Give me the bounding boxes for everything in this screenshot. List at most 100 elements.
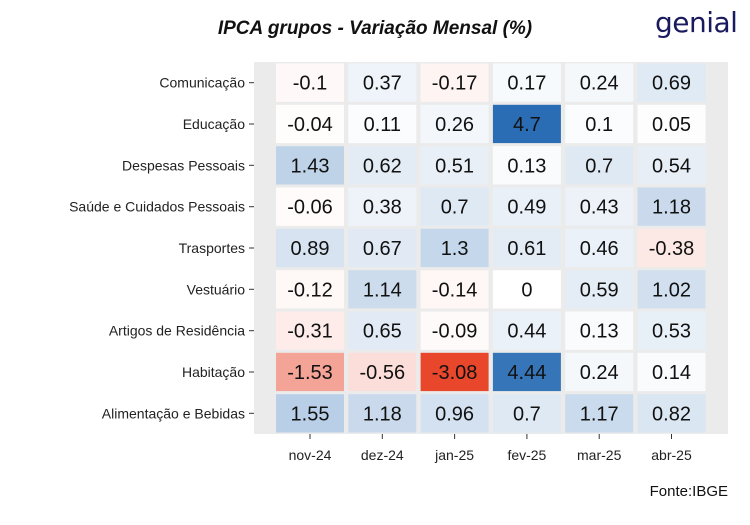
x-tick-label-jan-25: jan-25 [434, 447, 474, 463]
cell-value-saude-e-cuidados-pessoais-mar-25: 0.43 [580, 197, 619, 219]
cell-value-trasportes-jan-25: 1.3 [441, 238, 469, 260]
cell-value-trasportes-mar-25: 0.46 [580, 238, 619, 260]
heatmap-cell-educacao-jan-25 [420, 104, 489, 144]
x-tick-label-abr-25: abr-25 [651, 447, 692, 463]
heatmap-cell-trasportes-dez-24 [348, 228, 417, 268]
y-tick-label-educacao: Educação [183, 116, 245, 132]
heatmap-cell-comunicacao-jan-25 [420, 63, 489, 102]
heatmap-cell-comunicacao-fev-25 [492, 63, 561, 102]
heatmap-cell-despesas-pessoais-nov-24 [276, 146, 344, 185]
genial-logo: genial [655, 6, 738, 39]
heatmap-cell-labels: -0.1 0.37 -0.17 0.17 0.24 0.69 -0.04 0.11 0.26 4.… [287, 73, 694, 426]
heatmap-cell-habitacao-mar-25 [565, 352, 634, 392]
x-tick-label-mar-25: mar-25 [577, 447, 622, 463]
cell-value-despesas-pessoais-jan-25: 0.51 [435, 155, 474, 177]
heatmap-cell-vestuario-mar-25 [565, 270, 634, 309]
y-tick-label-vestuario: Vestuário [187, 281, 246, 297]
cell-value-saude-e-cuidados-pessoais-fev-25: 0.49 [507, 197, 546, 219]
heatmap-cell-educacao-nov-24 [276, 104, 344, 144]
cell-value-despesas-pessoais-fev-25: 0.13 [507, 155, 546, 177]
heatmap-cell-trasportes-nov-24 [276, 228, 344, 268]
y-tick-label-habitacao: Habitação [182, 364, 245, 380]
heatmap-cell-vestuario-fev-25 [492, 270, 561, 309]
heatmap-cell-educacao-fev-25 [492, 104, 561, 144]
chart-title: IPCA grupos - Variação Mensal (%) [217, 18, 533, 39]
cell-value-alimentacao-e-bebidas-dez-24: 1.18 [363, 403, 402, 425]
heatmap-cell-despesas-pessoais-fev-25 [492, 146, 561, 185]
heatmap-cell-habitacao-jan-25 [420, 352, 489, 392]
heatmap-cell-alimentacao-e-bebidas-dez-24 [348, 394, 417, 433]
heatmap-cell-saude-e-cuidados-pessoais-abr-25 [637, 187, 706, 226]
heatmap-cell-comunicacao-nov-24 [276, 63, 344, 102]
heatmap-cell-despesas-pessoais-mar-25 [565, 146, 634, 185]
cell-value-comunicacao-nov-24: -0.1 [293, 73, 327, 95]
cell-value-trasportes-dez-24: 0.67 [363, 238, 402, 260]
cell-value-comunicacao-jan-25: -0.17 [432, 73, 478, 95]
cell-value-alimentacao-e-bebidas-abr-25: 0.82 [652, 403, 691, 425]
heatmap-cell-artigos-de-residencia-abr-25 [637, 311, 706, 350]
heatmap-cell-artigos-de-residencia-fev-25 [492, 311, 561, 350]
heatmap-cell-habitacao-nov-24 [276, 352, 344, 392]
heatmap-cell-alimentacao-e-bebidas-fev-25 [492, 394, 561, 433]
cell-value-alimentacao-e-bebidas-jan-25: 0.96 [435, 403, 474, 425]
heatmap-cells [276, 63, 706, 433]
heatmap-cell-artigos-de-residencia-dez-24 [348, 311, 417, 350]
cell-value-comunicacao-fev-25: 0.17 [507, 73, 546, 95]
cell-value-artigos-de-residencia-abr-25: 0.53 [652, 321, 691, 343]
cell-value-despesas-pessoais-abr-25: 0.54 [652, 155, 691, 177]
cell-value-vestuario-dez-24: 1.14 [363, 279, 402, 301]
y-tick-label-comunicacao: Comunicação [159, 75, 245, 91]
heatmap-cell-habitacao-dez-24 [348, 352, 417, 392]
heatmap-cell-saude-e-cuidados-pessoais-jan-25 [420, 187, 489, 226]
cell-value-despesas-pessoais-mar-25: 0.7 [585, 155, 613, 177]
cell-value-trasportes-abr-25: -0.38 [649, 238, 695, 260]
heatmap-cell-alimentacao-e-bebidas-nov-24 [276, 394, 344, 433]
cell-value-educacao-nov-24: -0.04 [287, 114, 333, 136]
heatmap-cell-despesas-pessoais-dez-24 [348, 146, 417, 185]
cell-value-artigos-de-residencia-fev-25: 0.44 [507, 321, 546, 343]
heatmap-cell-educacao-abr-25 [637, 104, 706, 144]
cell-value-artigos-de-residencia-mar-25: 0.13 [580, 321, 619, 343]
source-note: Fonte:IBGE [649, 483, 728, 500]
heatmap-cell-despesas-pessoais-jan-25 [420, 146, 489, 185]
heatmap-cell-vestuario-nov-24 [276, 270, 344, 309]
cell-value-educacao-dez-24: 0.11 [364, 114, 401, 136]
cell-value-habitacao-mar-25: 0.24 [580, 362, 619, 384]
heatmap-cell-habitacao-fev-25 [492, 352, 561, 392]
cell-value-habitacao-abr-25: 0.14 [652, 362, 691, 384]
heatmap-cell-artigos-de-residencia-jan-25 [420, 311, 489, 350]
heatmap-cell-vestuario-abr-25 [637, 270, 706, 309]
x-tick-label-dez-24: dez-24 [361, 447, 404, 463]
y-tick-label-saude-e-cuidados-pessoais: Saúde e Cuidados Pessoais [69, 199, 245, 215]
heatmap-cell-despesas-pessoais-abr-25 [637, 146, 706, 185]
cell-value-comunicacao-abr-25: 0.69 [652, 73, 691, 95]
heatmap-cell-vestuario-dez-24 [348, 270, 417, 309]
cell-value-habitacao-nov-24: -1.53 [287, 362, 333, 384]
cell-value-habitacao-jan-25: -3.08 [432, 362, 478, 384]
cell-value-comunicacao-dez-24: 0.37 [363, 73, 402, 95]
heatmap-cell-educacao-dez-24 [348, 104, 417, 144]
y-tick-label-artigos-de-residencia: Artigos de Residência [109, 323, 245, 339]
heatmap-cell-saude-e-cuidados-pessoais-nov-24 [276, 187, 344, 226]
cell-value-vestuario-fev-25: 0 [521, 279, 532, 301]
heatmap-cell-alimentacao-e-bebidas-jan-25 [420, 394, 489, 433]
cell-value-habitacao-fev-25: 4.44 [507, 362, 546, 384]
cell-value-artigos-de-residencia-dez-24: 0.65 [363, 321, 402, 343]
cell-value-despesas-pessoais-dez-24: 0.62 [363, 155, 402, 177]
cell-value-vestuario-mar-25: 0.59 [580, 279, 619, 301]
heatmap-cell-habitacao-abr-25 [637, 352, 706, 392]
cell-value-vestuario-nov-24: -0.12 [287, 279, 333, 301]
heatmap-cell-alimentacao-e-bebidas-mar-25 [565, 394, 634, 433]
heatmap-cell-artigos-de-residencia-mar-25 [565, 311, 634, 350]
heatmap-cell-trasportes-jan-25 [420, 228, 489, 268]
y-tick-label-despesas-pessoais: Despesas Pessoais [122, 157, 245, 173]
x-axis: nov-24 dez-24 jan-25 fev-25 mar-25 abr-25 [289, 434, 692, 463]
y-tick-label-trasportes: Trasportes [179, 240, 245, 256]
cell-value-educacao-abr-25: 0.05 [652, 114, 691, 136]
x-tick-label-fev-25: fev-25 [507, 447, 546, 463]
heatmap-cell-saude-e-cuidados-pessoais-fev-25 [492, 187, 561, 226]
cell-value-saude-e-cuidados-pessoais-dez-24: 0.38 [363, 197, 402, 219]
cell-value-alimentacao-e-bebidas-mar-25: 1.17 [580, 403, 619, 425]
heatmap-cell-trasportes-fev-25 [492, 228, 561, 268]
